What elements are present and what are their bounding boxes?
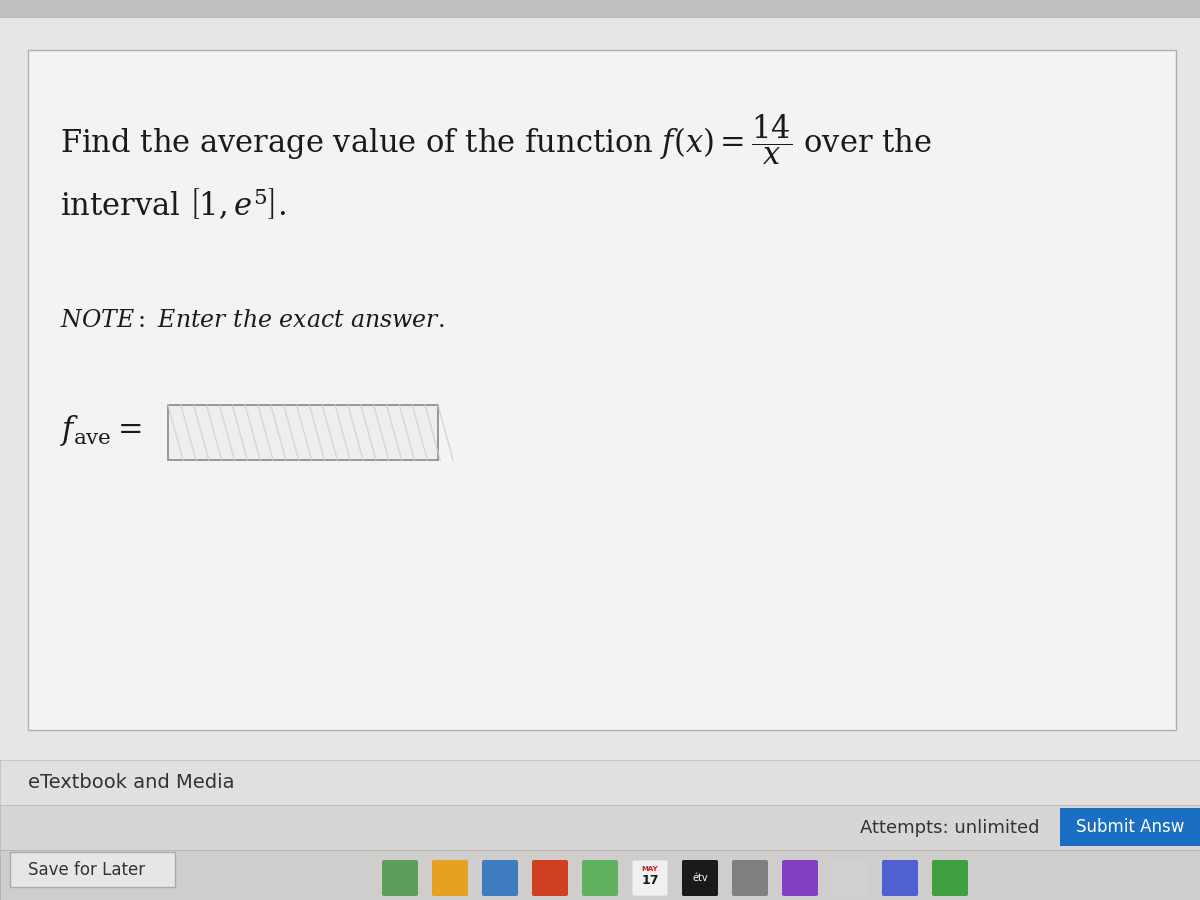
FancyBboxPatch shape (28, 50, 1176, 730)
FancyBboxPatch shape (632, 860, 668, 896)
FancyBboxPatch shape (0, 805, 1200, 850)
Polygon shape (0, 760, 1200, 830)
FancyBboxPatch shape (1060, 808, 1200, 846)
FancyBboxPatch shape (168, 405, 438, 460)
FancyBboxPatch shape (732, 860, 768, 896)
FancyBboxPatch shape (882, 860, 918, 896)
Text: interval $\left[1, e^5\right]$.: interval $\left[1, e^5\right]$. (60, 187, 286, 223)
FancyBboxPatch shape (382, 860, 418, 896)
FancyBboxPatch shape (782, 860, 818, 896)
Text: étv: étv (692, 873, 708, 883)
FancyBboxPatch shape (0, 760, 1200, 805)
Text: Submit Answ: Submit Answ (1076, 818, 1184, 836)
FancyBboxPatch shape (482, 860, 518, 896)
FancyBboxPatch shape (0, 850, 1200, 900)
Text: Find the average value of the function $f(x) = \dfrac{14}{x}$ over the: Find the average value of the function $… (60, 112, 932, 167)
FancyBboxPatch shape (432, 860, 468, 896)
Text: $\mathit{NOTE{:}\ Enter\ the\ exact\ answer.}$: $\mathit{NOTE{:}\ Enter\ the\ exact\ ans… (60, 308, 445, 332)
FancyBboxPatch shape (832, 860, 868, 896)
Text: MAY: MAY (642, 866, 659, 872)
Polygon shape (0, 18, 1200, 760)
FancyBboxPatch shape (682, 860, 718, 896)
FancyBboxPatch shape (10, 852, 175, 887)
FancyBboxPatch shape (932, 860, 968, 896)
FancyBboxPatch shape (0, 855, 1200, 900)
FancyBboxPatch shape (632, 860, 668, 896)
Text: eTextbook and Media: eTextbook and Media (28, 773, 234, 793)
Polygon shape (0, 0, 1200, 18)
Text: 17: 17 (641, 874, 659, 886)
FancyBboxPatch shape (532, 860, 568, 896)
Text: Save for Later: Save for Later (28, 861, 145, 879)
Text: $f_{\mathrm{ave}} = $: $f_{\mathrm{ave}} = $ (60, 412, 142, 447)
FancyBboxPatch shape (682, 860, 718, 896)
Text: Attempts: unlimited: Attempts: unlimited (860, 819, 1039, 837)
FancyBboxPatch shape (582, 860, 618, 896)
